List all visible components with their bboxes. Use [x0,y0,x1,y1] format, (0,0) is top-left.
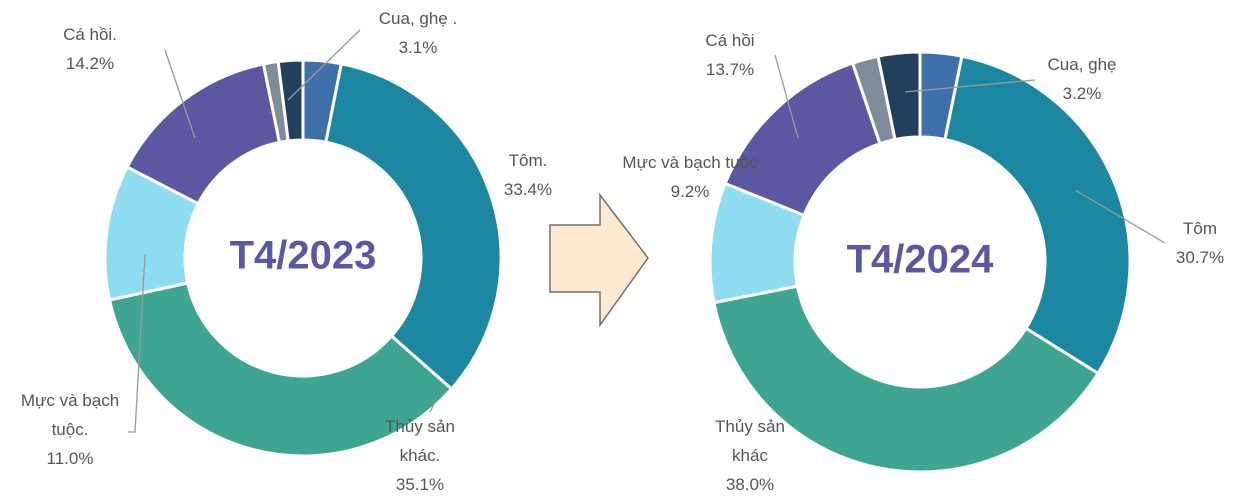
donut-segment [107,281,454,458]
value-text: 3.2% [1062,84,1102,103]
donut-segment [876,50,922,142]
data-label: Cá hồi. 14.2% [45,20,135,78]
category-text: Tôm. [508,151,548,170]
category-text: Cua, ghẹ . [378,9,458,28]
donut-segment [712,284,1101,474]
center-title: T4/2024 [847,238,995,282]
value-text: 30.7% [1175,248,1225,267]
category-text: Cá hồi. [63,25,117,44]
category-text: Mực và bạch tuộc [622,153,758,172]
data-label: Tôm 30.7% [1160,214,1234,272]
center-title: T4/2023 [230,234,377,278]
donut-segment [276,58,305,143]
category-text: Tôm [1183,219,1217,238]
category-text: Cá hồi [705,31,755,50]
category-text: Thủy sản khác. [385,417,455,465]
donut-segment [324,61,503,392]
category-text: Cua, ghẹ [1047,55,1117,74]
category-text: Mực và bạch tuộc. [20,391,120,439]
value-text: 9.2% [670,182,710,201]
data-label: Thủy sản khác. 35.1% [365,412,475,498]
value-text: 11.0% [46,449,94,468]
category-text: Thủy sản khác [715,417,785,465]
leader-line [164,49,196,139]
data-label: Mực và bạch tuộc. 11.0% [10,386,130,473]
value-text: 13.7% [705,60,755,79]
value-text: 35.1% [395,475,445,494]
data-label: Mực và bạch tuộc 9.2% [615,148,765,206]
value-text: 3.1% [398,38,438,57]
leader-line [287,29,361,101]
value-text: 33.4% [503,180,553,199]
leader-line [429,401,436,413]
data-label: Thủy sản khác 38.0% [695,412,805,498]
value-text: 14.2% [65,54,115,73]
value-text: 38.0% [725,475,775,494]
data-label: Cá hồi 13.7% [685,26,775,84]
leader-line [904,79,1036,93]
arrow [549,192,649,328]
data-label: Cua, ghẹ . 3.1% [358,4,478,62]
data-label: Cua, ghẹ 3.2% [1032,50,1132,108]
donut-segment [943,54,1132,376]
leader-line [774,54,799,139]
leader-line [128,254,146,433]
leader-line [1074,189,1166,244]
data-label: Tôm. 33.4% [488,146,568,204]
